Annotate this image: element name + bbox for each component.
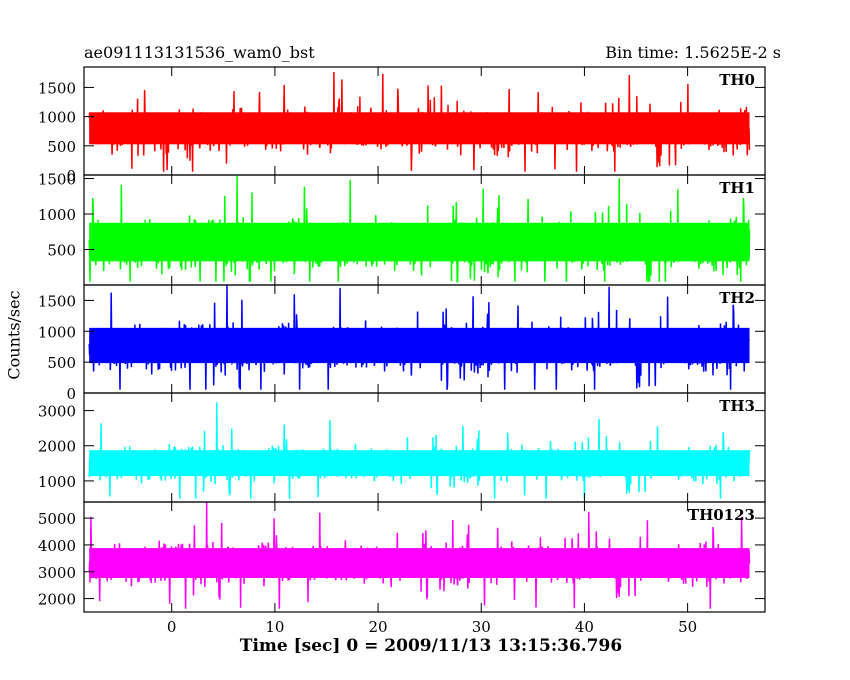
y-tick-label: 1500: [38, 79, 76, 97]
series-band-th0123: [89, 548, 750, 578]
panel-th1: 500 1000 1500 TH1: [38, 171, 766, 286]
y-tick-label: 2000: [38, 591, 76, 609]
y-tick-label: 3000: [38, 403, 76, 421]
y-tick-label: 2000: [38, 438, 76, 456]
y-tick-label: 500: [47, 354, 76, 372]
y-tick-label: 1000: [38, 323, 76, 341]
observation-id-label: ae091113131536_wam0_bst: [84, 43, 315, 62]
panel-th2: 0 500 1000 1500 TH2: [38, 284, 766, 403]
panel-th0: 0 500 1000 1500 TH0: [38, 66, 766, 185]
y-tick-label: 1000: [38, 109, 76, 127]
panel-label-th1: TH1: [719, 179, 755, 197]
bin-time-label: Bin time: 1.5625E-2 s: [605, 43, 781, 62]
y-tick-label: 0: [66, 167, 76, 185]
panel-frame: [83, 501, 766, 613]
panel-frame: [83, 392, 766, 503]
y-tick-label: 5000: [38, 510, 76, 528]
panel-label-th2: TH2: [719, 289, 755, 307]
panel-label-th0: TH0: [719, 71, 755, 89]
y-tick-label: 4000: [38, 537, 76, 555]
panel-th3: 1000 2000 3000 TH3: [38, 392, 766, 503]
y-axis-label: Counts/sec: [4, 290, 24, 380]
y-tick-label: 3000: [38, 564, 76, 582]
x-tick-label: 30: [472, 618, 491, 636]
series-band-th3: [89, 450, 750, 477]
y-tick-label: 1000: [38, 206, 76, 224]
series-band-th0: [89, 112, 750, 145]
panel-label-th0123: TH0123: [688, 506, 755, 524]
y-tick-label: 500: [47, 138, 76, 156]
y-tick-label: 1000: [38, 473, 76, 491]
y-tick-label: 0: [66, 385, 76, 403]
series-band-th2: [89, 327, 750, 364]
x-tick-label: 20: [369, 618, 388, 636]
x-tick-label: 0: [167, 618, 177, 636]
x-tick-label: 10: [265, 618, 284, 636]
x-axis-label: Time [sec] 0 = 2009/11/13 13:15:36.796: [239, 636, 623, 656]
x-axis: 0 10 20 30 40 50: [167, 618, 697, 636]
y-tick-label: 500: [47, 242, 76, 260]
series-band-th1: [89, 222, 750, 262]
y-tick-label: 1500: [38, 171, 76, 189]
x-tick-label: 40: [575, 618, 594, 636]
panel-th0123: 2000 3000 4000 5000 TH0123: [38, 501, 766, 613]
y-tick-label: 1500: [38, 292, 76, 310]
panel-label-th3: TH3: [719, 397, 755, 415]
x-tick-label: 50: [678, 618, 697, 636]
